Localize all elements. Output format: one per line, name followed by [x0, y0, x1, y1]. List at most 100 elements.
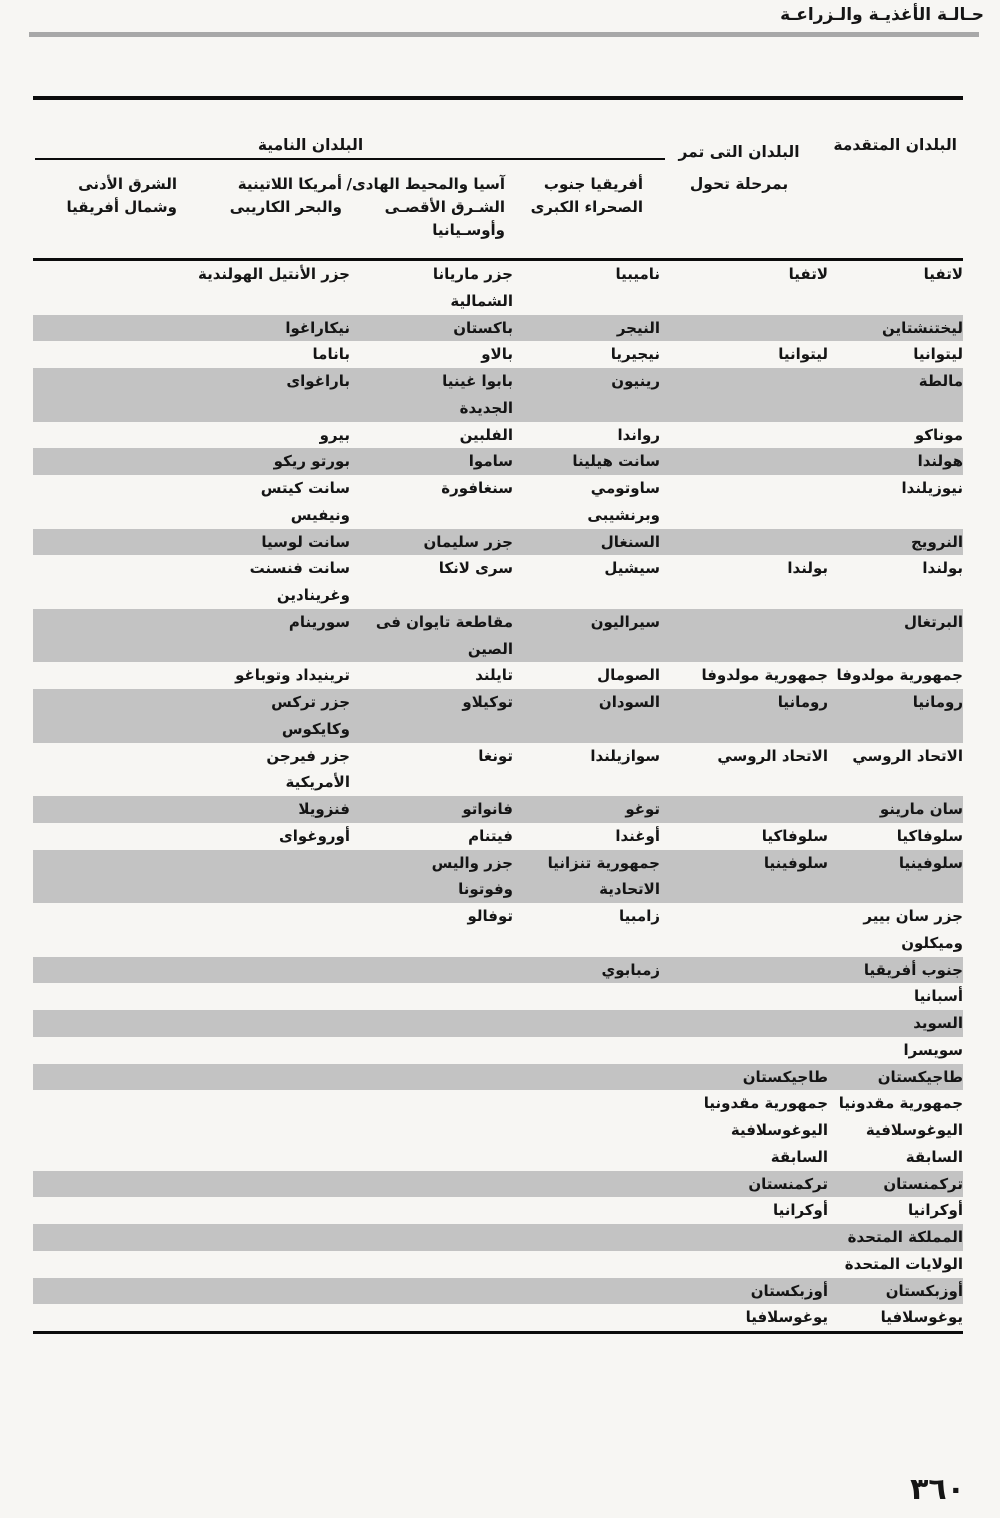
cell-africa: جمهورية تنزانيا الاتحادية — [513, 849, 660, 903]
cell-neareast — [33, 368, 183, 422]
cell-neareast — [33, 983, 183, 1010]
cell-africa: السنغال — [513, 528, 660, 556]
cell-asia — [350, 983, 513, 1010]
cell-transition — [660, 422, 828, 449]
cell-asia — [350, 1224, 513, 1251]
cell-asia — [350, 1010, 513, 1037]
cell-africa — [513, 1304, 660, 1331]
cell-transition — [660, 956, 828, 984]
table-row: أسبانيا — [33, 983, 963, 1010]
cell-neareast — [33, 796, 183, 823]
cell-africa: ساوتومي وبرنشيبى — [587, 479, 660, 524]
cell-transition: رومانيا — [660, 689, 828, 743]
cell-neareast — [33, 662, 183, 689]
cell-asia — [350, 1063, 513, 1091]
cell-developed: جنوب أفريقيا — [828, 956, 963, 984]
cell-transition: جمهورية مولدوفا — [701, 666, 828, 685]
cell-asia: بالاو — [481, 345, 513, 364]
cell-neareast — [33, 1197, 183, 1224]
cell-developed: نيوزيلندا — [901, 479, 963, 497]
cell-developed: الاتحاد الروسي — [852, 746, 963, 765]
cell-neareast — [33, 849, 183, 903]
cell-asia: فيتنام — [468, 826, 513, 845]
cell-neareast — [33, 422, 183, 449]
cell-transition: سلوفاكيا — [761, 826, 828, 845]
cell-latam — [183, 1224, 350, 1251]
cell-neareast — [33, 475, 183, 529]
table-row: جمهورية مقدونيا اليوغوسلافية السابقة جمهو… — [33, 1090, 963, 1170]
cell-developed: بولندا — [922, 559, 963, 578]
cell-transition: الاتحاد الروسي — [717, 746, 828, 765]
cell-neareast — [33, 448, 183, 475]
cell-africa: أوغندا — [615, 826, 660, 845]
table-row: أوزبكستان أوزبكستان — [33, 1277, 963, 1305]
cell-developed: أوزبكستان — [828, 1277, 963, 1305]
cell-asia: توفالو — [467, 907, 513, 925]
cell-developed: سويسرا — [903, 1040, 963, 1059]
cell-asia: الفلبين — [459, 425, 513, 444]
cell-africa: سيشيل — [604, 559, 660, 578]
cell-latam — [183, 903, 350, 957]
cell-latam: سانت فنسنت وغرينادين — [249, 559, 350, 604]
cell-latam — [183, 1304, 350, 1331]
cell-transition: أوكرانيا — [772, 1201, 828, 1220]
cell-transition — [660, 903, 828, 957]
subheader-near-east: الشرق الأدنى وشمال أفريقيا — [66, 175, 177, 216]
table-row: النرويج السنغال جزر سليمان سانت لوسيا — [33, 528, 963, 556]
cell-transition: سلوفينيا — [660, 849, 828, 903]
cell-developed: رومانيا — [828, 689, 963, 743]
table-row: مالطة رينيون بابوا غينيا الجديدة باراغواى — [33, 368, 963, 422]
cell-asia — [350, 1251, 513, 1278]
cell-developed: النرويج — [828, 528, 963, 556]
cell-latam: سورينام — [183, 608, 350, 663]
cell-asia: سنغافورة — [441, 479, 513, 497]
cell-africa: الصومال — [597, 666, 660, 685]
cell-developed: تركمنستان — [828, 1170, 963, 1198]
cell-developed: أوكرانيا — [907, 1201, 963, 1220]
cell-asia — [350, 1090, 513, 1170]
table-row: جمهورية مولدوفا جمهورية مولدوفا الصومال تاي… — [33, 662, 963, 689]
cell-neareast — [33, 528, 183, 556]
cell-latam — [183, 1090, 350, 1170]
cell-developed: طاجيكستان — [828, 1063, 963, 1091]
cell-transition — [660, 608, 828, 663]
cell-developed: مالطة — [828, 368, 963, 422]
cell-africa: زمبابوي — [513, 956, 660, 984]
cell-developed: سان مارينو — [828, 796, 963, 823]
cell-africa: رينيون — [513, 368, 660, 422]
cell-asia — [350, 956, 513, 984]
table-row: سويسرا — [33, 1037, 963, 1064]
cell-developed: البرتغال — [828, 608, 963, 663]
cell-neareast — [33, 689, 183, 743]
cell-asia: تايلند — [475, 666, 513, 685]
cell-neareast — [33, 1090, 183, 1170]
cell-latam: بيرو — [319, 425, 350, 444]
cell-neareast — [33, 341, 183, 368]
table-row: سلوفاكيا سلوفاكيا أوغندا فيتنام أوروغواى — [33, 823, 963, 850]
cell-latam: نيكاراغوا — [183, 314, 350, 342]
cell-asia: تونغا — [478, 746, 513, 765]
cell-transition — [660, 1010, 828, 1037]
cell-africa — [513, 1251, 660, 1278]
cell-developed: سلوفاكيا — [896, 826, 963, 845]
cell-developed: سلوفينيا — [828, 849, 963, 903]
table-row: جزر سان بيير وميكلون زامبيا توفالو — [33, 903, 963, 957]
cell-africa: سانت هيلينا — [513, 448, 660, 475]
cell-latam: فنزويلا — [183, 796, 350, 823]
cell-africa: زامبيا — [619, 907, 660, 925]
developing-group-rule — [35, 158, 665, 160]
cell-asia: بابوا غينيا الجديدة — [350, 368, 513, 422]
cell-latam: جزر تركس وكايكوس — [183, 689, 350, 743]
cell-asia: جزر سليمان — [350, 528, 513, 556]
table-row: جنوب أفريقيا زمبابوي — [33, 956, 963, 984]
table-row: الاتحاد الروسي الاتحاد الروسي سوازيلندا تون… — [33, 743, 963, 797]
cell-developed: هولندا — [828, 448, 963, 475]
cell-asia: توكيلاو — [350, 689, 513, 743]
table-body: لاتفيا لاتفيا ناميبيا جزر ماريانا الشمالية ج… — [33, 261, 963, 1331]
cell-latam: باراغواى — [183, 368, 350, 422]
cell-africa — [513, 1010, 660, 1037]
cell-latam: سانت كيتس ونيفيس — [260, 479, 350, 524]
cell-transition — [660, 983, 828, 1010]
table-row: الولايات المتحدة — [33, 1251, 963, 1278]
